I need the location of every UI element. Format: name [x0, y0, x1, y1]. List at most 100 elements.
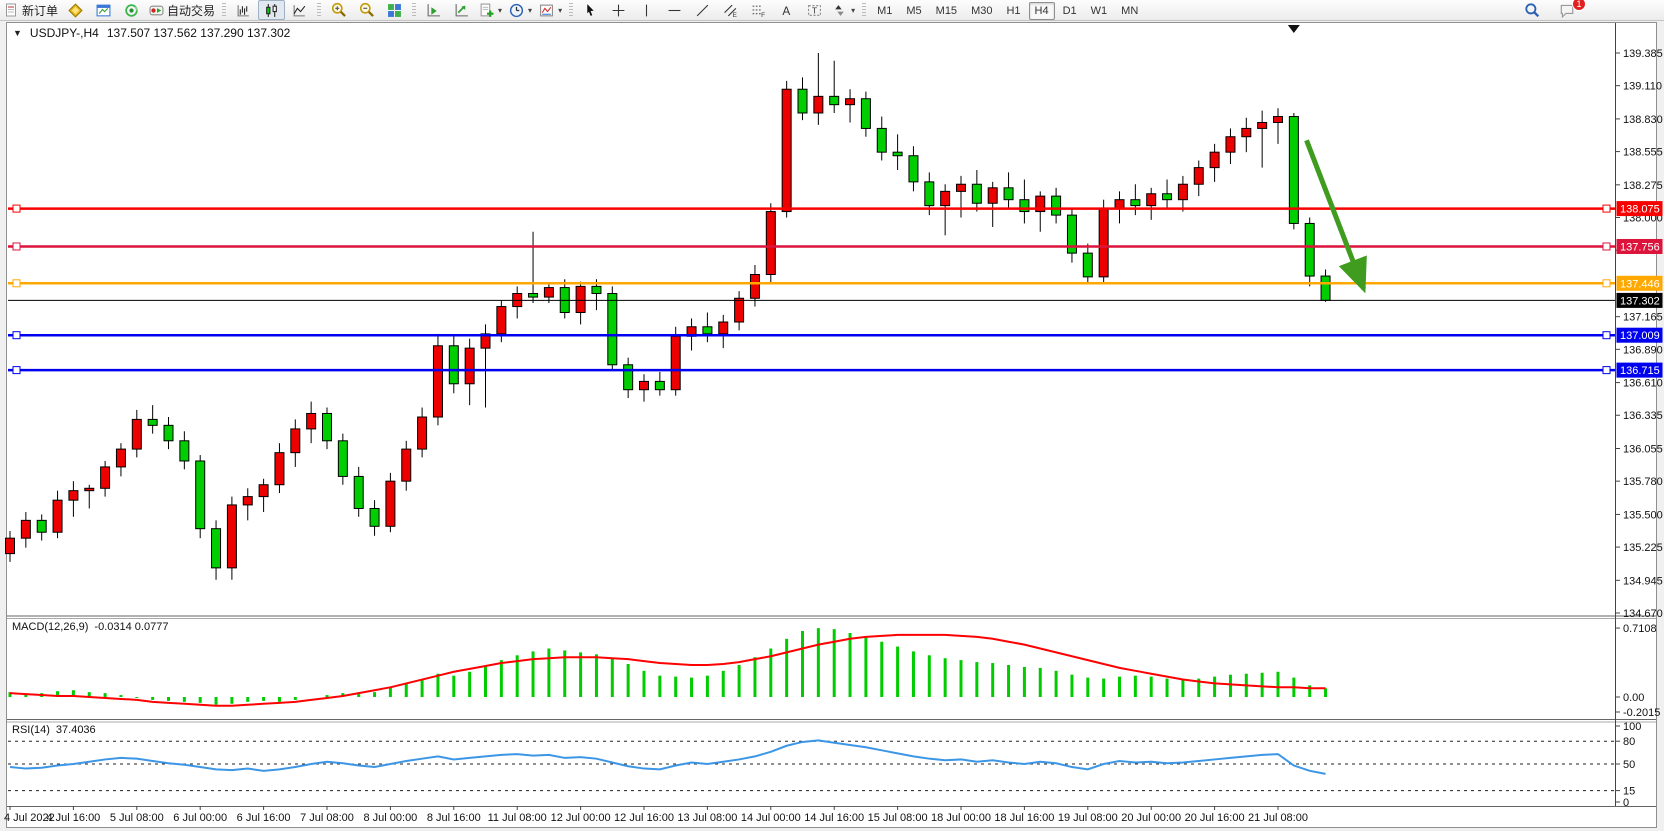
chart-shift-button[interactable]	[448, 0, 475, 20]
candlestick-chart-button[interactable]	[258, 0, 286, 20]
chart-title-line: ▼ USDJPY-,H4 137.507 137.562 137.290 137…	[13, 26, 290, 40]
periods-button[interactable]: ▾	[506, 0, 535, 20]
price-tick-label: 135.500	[1623, 509, 1663, 521]
trend-arrow-annotation[interactable]	[1304, 139, 1367, 294]
candle	[892, 134, 903, 170]
candle	[860, 91, 871, 137]
crosshair-icon	[612, 4, 625, 16]
chart-window[interactable]	[6, 22, 1657, 828]
candle	[1082, 243, 1093, 285]
time-tick-label: 14 Jul 16:00	[804, 812, 864, 824]
candle	[607, 286, 618, 370]
timeframe-h4[interactable]: H4	[1028, 1, 1055, 20]
time-tick-label: 8 Jul 16:00	[427, 812, 481, 824]
hline-137.446[interactable]	[8, 279, 1615, 288]
notifications-button[interactable]: 1	[1553, 0, 1586, 20]
candle	[464, 338, 475, 406]
time-tick-label: 8 Jul 00:00	[363, 812, 417, 824]
candle	[765, 203, 776, 283]
auto-scroll-button[interactable]	[420, 0, 447, 20]
new-order-button[interactable]: 新订单	[2, 0, 61, 20]
timeframe-m15[interactable]: M15	[935, 4, 958, 17]
svg-text:E: E	[733, 11, 737, 17]
candle	[242, 488, 253, 521]
candle	[987, 181, 998, 227]
gold-seal-button[interactable]	[62, 0, 89, 20]
timeframe-mn[interactable]: MN	[1121, 4, 1139, 17]
dropdown-arrow-icon: ▾	[851, 5, 856, 15]
cursor-button[interactable]	[577, 0, 604, 20]
zoom-in-button[interactable]	[325, 0, 352, 20]
time-tick-label: 13 Jul 08:00	[677, 812, 737, 824]
search-button[interactable]	[1518, 0, 1545, 20]
candle	[1320, 269, 1331, 302]
crosshair-button[interactable]	[605, 0, 632, 20]
candle	[385, 472, 396, 533]
auto-trading-icon	[149, 5, 164, 15]
timeframe-d1[interactable]: D1	[1062, 4, 1077, 17]
vertical-line-button[interactable]	[633, 0, 660, 20]
line-price-label: 137.446	[1616, 275, 1663, 291]
svg-text:137.009: 137.009	[1620, 330, 1660, 342]
templates-button[interactable]: ▾	[536, 0, 565, 20]
zoom-out-icon	[359, 2, 374, 17]
candle	[956, 175, 966, 218]
candle	[749, 265, 760, 307]
timeframe-m1[interactable]: M1	[877, 4, 893, 17]
price-tick-label: 137.165	[1623, 312, 1663, 324]
hline-137.009[interactable]	[8, 331, 1615, 340]
auto-scroll-icon	[427, 3, 440, 16]
trend-line-button[interactable]	[689, 0, 716, 20]
rsi-axis-label: 80	[1623, 736, 1635, 748]
search-icon	[1524, 3, 1539, 18]
candle	[639, 374, 649, 402]
timeframe-h1[interactable]: H1	[1006, 4, 1021, 17]
candle	[1019, 179, 1030, 224]
zoom-in-icon	[331, 2, 346, 17]
toolbar-grip	[862, 3, 867, 17]
tile-windows-button[interactable]	[381, 0, 408, 20]
chart-window-button[interactable]	[90, 0, 117, 20]
hline-138.075[interactable]	[8, 204, 1615, 213]
time-tick-label: 4 Jul 16:00	[46, 812, 100, 824]
line-anchor	[12, 331, 21, 340]
zoom-out-button[interactable]	[353, 0, 380, 20]
svg-text:137.302: 137.302	[1620, 295, 1660, 307]
svg-text:137.756: 137.756	[1620, 241, 1660, 253]
signal-button[interactable]	[118, 0, 145, 20]
line-chart-button[interactable]	[286, 0, 313, 20]
candle	[306, 401, 317, 444]
bar-chart-button[interactable]	[230, 0, 257, 20]
timeframe-w1[interactable]: W1	[1090, 4, 1108, 17]
svg-text:T: T	[812, 5, 818, 15]
candle	[781, 80, 792, 218]
hline-137.756[interactable]	[8, 242, 1615, 251]
line-anchor	[1602, 366, 1611, 375]
text-label-button[interactable]: T	[801, 0, 828, 20]
equidistant-channel-button[interactable]: E	[717, 0, 744, 20]
add-indicator-button[interactable]: ▾	[476, 0, 505, 20]
text-button[interactable]: A	[773, 0, 800, 20]
candle	[845, 89, 856, 123]
candle	[654, 371, 665, 396]
time-tick-label: 12 Jul 16:00	[614, 812, 674, 824]
candle	[68, 481, 79, 517]
horizontal-line-button[interactable]	[661, 0, 688, 20]
bar-chart-icon	[237, 4, 249, 16]
price-tick-label: 136.335	[1623, 410, 1663, 422]
rsi-axis-label: 0	[1623, 797, 1629, 809]
timeframe-m30[interactable]: M30	[971, 4, 993, 17]
hline-136.715[interactable]	[8, 366, 1615, 375]
line-price-label: 137.302	[1616, 292, 1663, 308]
arrows-button[interactable]: ▾	[829, 0, 858, 20]
one-click-trading-toggle[interactable]: ▼	[13, 28, 22, 38]
candle	[322, 407, 332, 450]
toolbar-grip	[412, 3, 417, 17]
auto-trading-button[interactable]: 自动交易	[146, 0, 218, 20]
candle	[543, 282, 554, 304]
candlestick-chart-icon	[266, 3, 277, 17]
fibonacci-button[interactable]: F	[745, 0, 772, 20]
timeframe-m5[interactable]: M5	[906, 4, 922, 17]
